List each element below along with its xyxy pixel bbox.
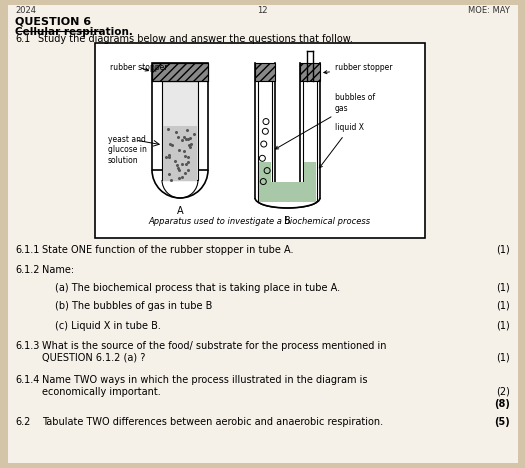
Bar (162, 81, 198, 180)
Bar (95, 43, 425, 238)
Text: (8): (8) (494, 399, 510, 409)
Text: liquid X: liquid X (319, 124, 364, 168)
Text: (a) The biochemical process that is taking place in tube A.: (a) The biochemical process that is taki… (55, 283, 340, 293)
Text: yeast and
glucose in
solution: yeast and glucose in solution (108, 135, 147, 165)
Text: Name:: Name: (42, 265, 74, 275)
Text: rubber stopper: rubber stopper (324, 64, 393, 74)
Text: Apparatus used to investigate a biochemical process: Apparatus used to investigate a biochemi… (149, 217, 371, 226)
Bar (300, 63, 320, 81)
Text: (1): (1) (496, 321, 510, 331)
Text: (c) Liquid X in tube B.: (c) Liquid X in tube B. (55, 321, 161, 331)
Text: (5): (5) (494, 417, 510, 427)
Text: 6.1.1: 6.1.1 (15, 245, 39, 255)
Text: rubber stopper: rubber stopper (110, 63, 167, 72)
Text: (1): (1) (496, 353, 510, 363)
Text: Study the diagrams below and answer the questions that follow.: Study the diagrams below and answer the … (38, 34, 353, 44)
Bar (304, 162, 316, 202)
FancyBboxPatch shape (8, 5, 518, 463)
Bar (152, 63, 208, 170)
Text: State ONE function of the rubber stopper in tube A.: State ONE function of the rubber stopper… (42, 245, 293, 255)
Bar (259, 182, 316, 202)
Bar (152, 63, 208, 81)
Text: (2): (2) (496, 387, 510, 397)
Text: Name TWO ways in which the process illustrated in the diagram is: Name TWO ways in which the process illus… (42, 375, 368, 385)
Text: MOE: MAY: MOE: MAY (468, 6, 510, 15)
Text: 6.2: 6.2 (15, 417, 30, 427)
Text: 6.1.4: 6.1.4 (15, 375, 39, 385)
Text: 6.1.2: 6.1.2 (15, 265, 39, 275)
Text: QUESTION 6.1.2 (a) ?: QUESTION 6.1.2 (a) ? (42, 353, 145, 363)
Text: 6.1: 6.1 (15, 34, 30, 44)
Text: What is the source of the food/ substrate for the process mentioned in: What is the source of the food/ substrat… (42, 341, 386, 351)
Text: Tabulate TWO differences between aerobic and anaerobic respiration.: Tabulate TWO differences between aerobic… (42, 417, 383, 427)
Text: QUESTION 6: QUESTION 6 (15, 16, 91, 26)
Text: Cellular respiration.: Cellular respiration. (15, 27, 133, 37)
Bar (255, 63, 275, 81)
Bar (163, 126, 197, 181)
Text: 2024: 2024 (15, 6, 36, 15)
Text: A: A (177, 206, 183, 216)
Text: economically important.: economically important. (42, 387, 161, 397)
Text: (1): (1) (496, 283, 510, 293)
Text: (1): (1) (496, 301, 510, 311)
Text: (1): (1) (496, 245, 510, 255)
Text: B: B (284, 216, 291, 226)
Text: 6.1.3: 6.1.3 (15, 341, 39, 351)
Text: 12: 12 (257, 6, 267, 15)
Bar (259, 162, 271, 202)
Text: (b) The bubbles of gas in tube B: (b) The bubbles of gas in tube B (55, 301, 213, 311)
Text: bubbles of
gas: bubbles of gas (275, 93, 375, 149)
Bar (152, 63, 208, 81)
